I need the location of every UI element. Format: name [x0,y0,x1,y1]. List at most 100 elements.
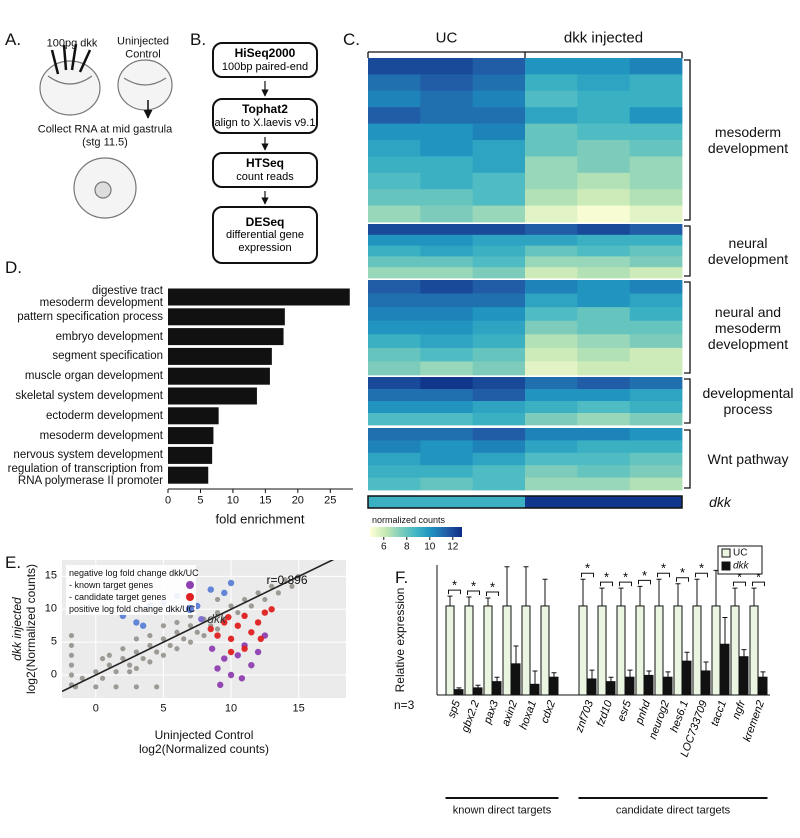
heatmap-cell [525,156,578,174]
row-group-label: developmental process [702,384,794,417]
x-axis-label: fold enrichment [215,511,305,527]
heatmap-cell [577,107,631,124]
heatmap-cell [368,123,421,141]
point [174,619,180,626]
row-group-bracket [684,378,691,424]
heatmap-cell [368,172,421,190]
panel-label: C. [343,30,360,50]
error-bar [494,676,500,682]
bar [692,605,702,696]
heatmap-cell [629,58,683,75]
heatmap-cell [368,347,421,362]
category-label: embryo development [55,330,163,343]
heatmap-cell [629,440,683,454]
heatmap-cell [525,205,578,223]
category-label: pattern specification process [17,310,163,323]
highlight-border [367,495,683,509]
point [93,684,99,690]
heatmap-cell [420,293,474,308]
significance-bracket [619,581,632,587]
heatmap-cell [525,347,578,362]
heatmap-cell [420,465,474,478]
bar [540,605,550,696]
workflow-step: HTSeq count reads [212,152,318,188]
row-group-bracket [684,59,691,221]
point [214,626,221,632]
heatmap-cell [525,172,578,190]
point [248,603,254,609]
heatmap-cell [420,307,474,322]
heatmap-cell [368,245,421,257]
heatmap-cell [577,267,631,279]
heatmap-cell [577,496,631,509]
bar [720,643,730,696]
heatmap-cell [472,377,526,390]
significance-mark: * [680,565,685,580]
point [113,669,119,675]
category-label: skeletal system development [15,389,163,402]
heatmap-cell [420,452,474,466]
injection-label: 100pg dkk [46,37,98,50]
workflow-step: DESeq differential gene expression [212,206,318,264]
heatmap-cell [368,320,421,335]
heatmap-cell [472,90,526,108]
heatmap-cell [368,256,421,268]
point [133,619,140,626]
point [68,632,75,639]
error-bar [656,578,662,606]
heatmap-cell [472,107,526,124]
point [147,659,153,665]
bar [701,670,711,696]
heatmap-cell [472,401,526,414]
step-title: HTSeq [245,156,284,171]
significance-bracket [448,589,461,595]
panel-label: E. [5,553,22,573]
error-bar [551,672,557,678]
y-tick-label: 15 [44,570,57,583]
heatmap-cell [525,234,578,246]
heatmap-cell [368,293,421,308]
heatmap-cell [577,361,631,376]
heatmap-cell [472,477,526,491]
point [214,665,221,672]
heatmap-cell [420,428,474,441]
point [154,649,160,655]
colorbar-tick-label: 10 [424,541,436,553]
bar [168,308,285,326]
heatmap-cell [368,58,421,75]
heatmap-cell [525,465,578,478]
x-tick-label: ngfr [730,698,748,721]
point [221,619,228,626]
heatmap-cell [629,307,683,322]
heatmap-cell [420,347,474,362]
point [227,648,235,656]
point [167,642,173,649]
heatmap-cell [577,334,631,349]
heatmap-cell [577,377,631,390]
heatmap-cell [420,361,474,376]
heatmap-cell [368,74,421,92]
heatmap-cell [420,74,474,92]
control-label: Uninjected Control [117,35,169,60]
x-tick-label: cdx2 [539,699,558,725]
point [139,622,147,629]
point [68,672,75,678]
bar [597,605,607,696]
point [93,669,99,675]
heatmap-cell [368,156,421,174]
heatmap-cell [629,156,683,174]
point [208,645,216,652]
x-tick-label: 10 [226,494,240,507]
heatmap-cell [629,123,683,141]
heatmap-cell [577,347,631,362]
significance-mark: * [642,568,647,583]
bar [492,681,502,696]
point [194,629,200,635]
significance-bracket [695,572,708,578]
heatmap-cell [368,389,421,402]
point [238,675,246,682]
error-bar [523,566,529,606]
bar [739,656,749,696]
y-tick-label: 5 [50,635,57,648]
